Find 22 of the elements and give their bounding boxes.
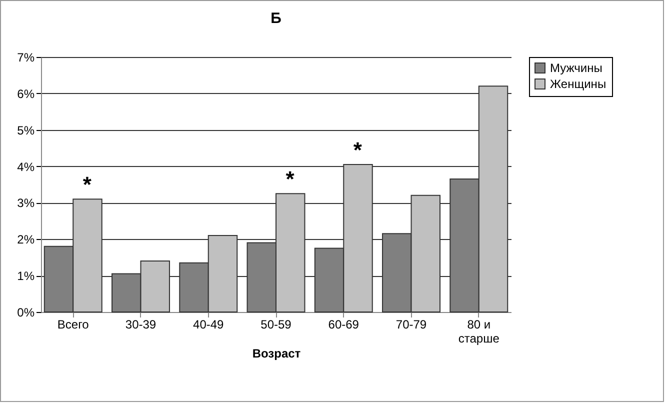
legend-label: Женщины	[550, 77, 606, 91]
x-tick-label: 80 и старше	[458, 318, 500, 346]
annotation: *	[286, 166, 295, 192]
y-tick-label: 4%	[17, 160, 35, 174]
legend-label: Мужчины	[550, 61, 602, 75]
y-tick-label: 1%	[17, 269, 35, 284]
y-tick-label: 2%	[17, 232, 35, 247]
x-tick-label: Всего	[57, 318, 90, 332]
x-tick-label: 70-79	[396, 318, 427, 332]
y-tick-label: 5%	[17, 123, 35, 138]
y-tick-label: 3%	[17, 196, 35, 210]
x-tick-label: 60-69	[328, 318, 360, 332]
annotation: *	[82, 172, 92, 198]
x-axis-title: Возраст	[252, 346, 301, 360]
x-tick-label: 40-49	[193, 318, 224, 332]
y-tick-label: 6%	[17, 86, 35, 101]
chart-title: Б	[270, 10, 282, 27]
y-tick-label: 7%	[17, 50, 35, 64]
x-tick-label: 50-59	[260, 318, 292, 332]
y-tick-label: 0%	[17, 306, 35, 320]
x-tick-label: 30-39	[125, 318, 156, 332]
annotation: *	[353, 137, 362, 162]
